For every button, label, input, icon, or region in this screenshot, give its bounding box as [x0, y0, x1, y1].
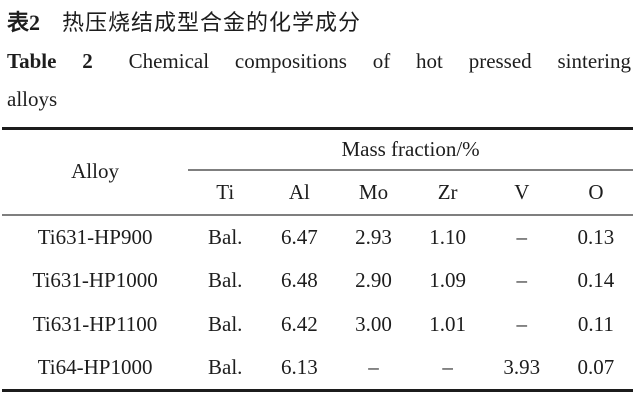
table-row: Ti631-HP900 Bal. 6.47 2.93 1.10 – 0.13: [2, 215, 633, 259]
column-header-zr: Zr: [410, 169, 485, 216]
cell-ti: Bal.: [208, 224, 243, 249]
cell-o: 0.14: [577, 268, 615, 292]
cell-al: 6.13: [280, 355, 318, 380]
cell-zr: 1.09: [429, 268, 466, 292]
cell-v: –: [516, 224, 528, 249]
column-header-v: V: [484, 169, 559, 216]
cell-alloy: Ti631-HP900: [37, 224, 153, 249]
group-header-mass-fraction: Mass fraction/%: [188, 128, 633, 171]
cell-v: 3.93: [503, 355, 541, 380]
cell-mo: –: [368, 355, 379, 380]
table-title-english: Table 2 Chemical compositions of hot pre…: [2, 42, 633, 118]
header-row-elements: Ti Al Mo Zr V O: [2, 169, 633, 216]
composition-table: Alloy Mass fraction/% Ti Al Mo Zr V O Ti…: [2, 127, 633, 392]
table-title-en-text: Chemical compositions of hot pressed sin…: [128, 49, 631, 73]
column-header-ti: Ti: [188, 169, 263, 216]
cell-mo: 3.00: [355, 312, 392, 336]
cell-v: –: [516, 268, 528, 292]
cell-o: 0.07: [577, 355, 615, 380]
cell-mo: 2.93: [355, 224, 392, 249]
table-title-en-line2: alloys: [7, 87, 58, 111]
cell-al: 6.48: [280, 268, 318, 292]
table-row: Ti631-HP1100 Bal. 6.42 3.00 1.01 – 0.11: [2, 303, 633, 347]
column-header-o: O: [558, 169, 633, 216]
table-title-zh-text: 热压烧结成型合金的化学成分: [62, 10, 362, 35]
table-row: Ti64-HP1000 Bal. 6.13 – – 3.93 0.07: [2, 347, 633, 391]
table-title-chinese: 表2 热压烧结成型合金的化学成分: [2, 4, 633, 42]
cell-zr: –: [442, 355, 453, 380]
table-title-en-line1: Table 2 Chemical compositions of hot pre…: [7, 42, 631, 80]
header-row-group: Alloy Mass fraction/%: [2, 128, 633, 216]
cell-alloy: Ti631-HP1000: [32, 268, 158, 292]
cell-ti: Bal.: [208, 355, 243, 380]
cell-ti: Bal.: [208, 268, 243, 292]
cell-al: 6.42: [280, 312, 318, 336]
cell-o: 0.13: [577, 224, 615, 249]
cell-ti: Bal.: [208, 312, 243, 336]
cell-zr: 1.10: [429, 224, 466, 249]
cell-alloy: Ti64-HP1000: [37, 355, 153, 380]
table-number-zh: 表2: [7, 10, 41, 35]
cell-al: 6.47: [280, 224, 318, 249]
cell-o: 0.11: [577, 312, 614, 336]
table-number-en: Table 2: [7, 49, 93, 73]
cell-mo: 2.90: [355, 268, 392, 292]
cell-alloy: Ti631-HP1100: [32, 312, 158, 336]
column-header-alloy: Alloy: [2, 128, 189, 216]
column-header-al: Al: [262, 169, 337, 216]
cell-zr: 1.01: [429, 312, 466, 336]
column-header-mo: Mo: [336, 169, 411, 216]
cell-v: –: [516, 312, 528, 336]
table-row: Ti631-HP1000 Bal. 6.48 2.90 1.09 – 0.14: [2, 259, 633, 303]
